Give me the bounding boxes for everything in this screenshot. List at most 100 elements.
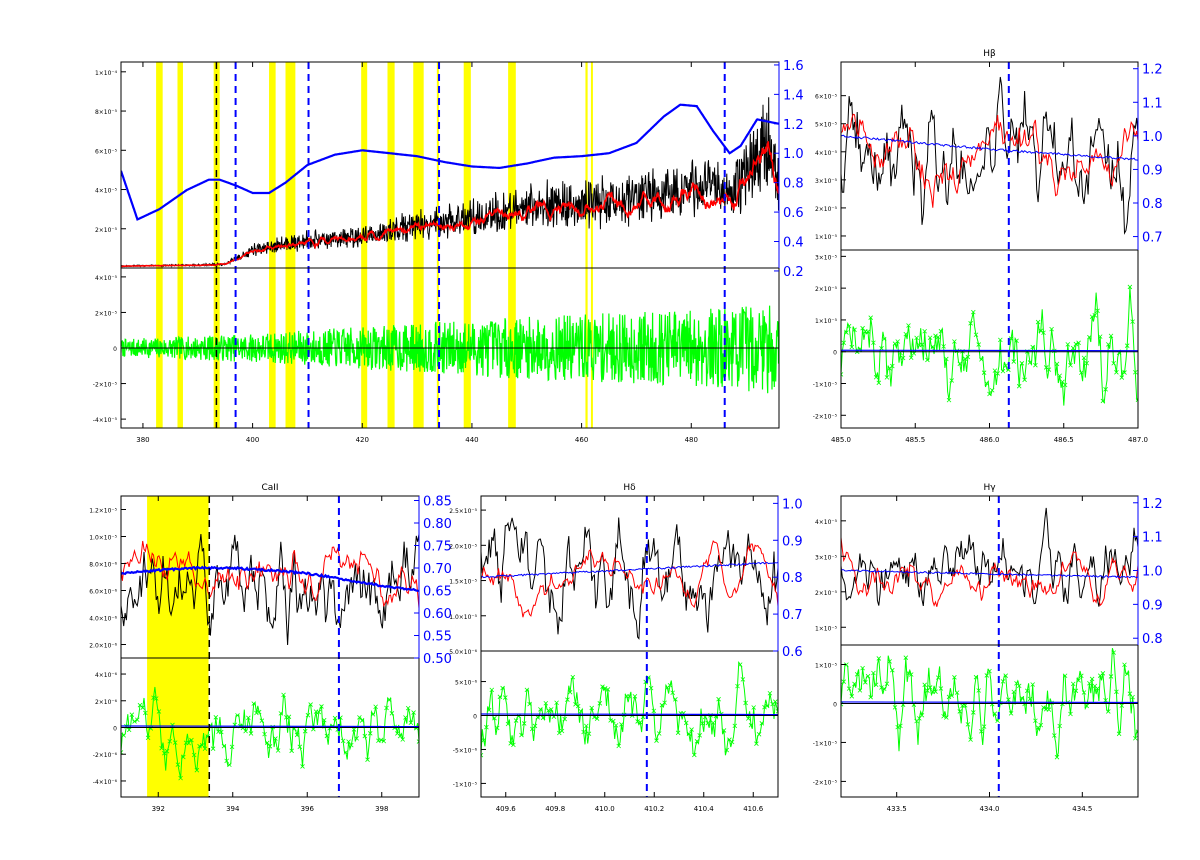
residual-point (584, 723, 589, 729)
residual-point (1030, 682, 1035, 687)
x-tick-label: 380 (136, 436, 149, 444)
residual-point (908, 355, 914, 361)
residual-point (965, 722, 971, 727)
residual-y-tick-label: 0 (473, 714, 477, 721)
residual-point (871, 670, 876, 676)
residual-point (876, 380, 882, 386)
residual-point (589, 705, 594, 711)
bottom-frame (480, 650, 779, 798)
right-y-tick-label: 0.80 (423, 517, 452, 532)
residual-point (922, 682, 927, 688)
residual-y-tick-label: 0 (833, 701, 837, 708)
residual-point (1022, 377, 1027, 383)
panel-title: Hβ (983, 49, 996, 59)
residual-point (575, 703, 581, 709)
residual-point (408, 720, 414, 726)
residual-point (1062, 382, 1068, 388)
residual-point (1073, 341, 1079, 347)
y-tick-label: 2.5×10⁻⁵ (449, 508, 477, 515)
model-spectrum (121, 141, 779, 268)
residual-point (1133, 735, 1138, 741)
y-tick-label: 4.0×10⁻⁶ (89, 616, 117, 623)
residual-point (1116, 731, 1122, 737)
residual-point (405, 705, 411, 711)
residual-point (1011, 359, 1017, 364)
residual-point (121, 733, 126, 738)
residual-point (403, 715, 408, 720)
residual-point (1003, 673, 1008, 678)
residual-y-tick-label: 1×10⁻⁵ (815, 318, 838, 325)
residual-point (370, 712, 376, 717)
right-y-tick-label: 1.0 (783, 147, 804, 162)
residual-point (1114, 689, 1119, 695)
y-tick-label: 3×10⁻⁵ (815, 554, 838, 561)
right-y-tick-label: 0.8 (1142, 197, 1163, 212)
residual-point (852, 681, 857, 687)
right-y-tick-label: 1.0 (782, 497, 803, 512)
residual-point (578, 708, 584, 714)
residual-point (611, 718, 616, 724)
residual-point (265, 740, 270, 746)
residual-point (965, 354, 971, 360)
plot-area (121, 62, 779, 428)
y-tick-label: 1×10⁻⁵ (815, 234, 838, 241)
residual-point (957, 361, 963, 367)
plot-area (841, 62, 1138, 428)
residual-point (860, 325, 865, 331)
residual-mean-line (481, 713, 778, 716)
residual-y-tick-label: -4×10⁻⁶ (93, 779, 118, 786)
residual-point (156, 709, 162, 714)
model-spectrum (841, 113, 1138, 208)
residual-point (654, 738, 659, 743)
residual-point (895, 724, 900, 730)
residual-point (952, 675, 957, 680)
right-y-tick-label: 0.8 (783, 177, 804, 192)
residual-point (890, 363, 895, 369)
right-y-tick-label: 0.8 (1142, 632, 1163, 647)
residual-point (546, 708, 551, 713)
right-y-tick-label: 0.70 (423, 562, 452, 577)
residual-point (167, 738, 173, 744)
x-tick-label: 410.0 (595, 805, 615, 813)
right-y-tick-label: 0.75 (423, 540, 452, 555)
residual-point (540, 715, 546, 721)
residual-point (729, 739, 735, 745)
residual-point (762, 704, 767, 710)
residual-point (367, 731, 373, 736)
residual-point (513, 718, 519, 723)
residual-point (1114, 370, 1119, 375)
residual-point (159, 745, 164, 751)
residual-point (246, 715, 251, 721)
residual-point (1127, 284, 1133, 290)
residual-point (597, 701, 603, 706)
residual-point (416, 739, 419, 744)
residual-point (873, 374, 879, 380)
residual-point (411, 710, 416, 715)
residual-y-tick-label: 4×10⁻⁵ (95, 275, 118, 282)
residual-point (1135, 729, 1138, 734)
mask-band (269, 62, 276, 428)
residual-point (194, 767, 200, 773)
residual-point (1084, 703, 1089, 709)
residual-point (121, 750, 124, 755)
residual-point (351, 727, 357, 732)
residual-point (286, 714, 292, 720)
residual-point (933, 689, 938, 694)
residual-point (1095, 308, 1100, 314)
x-tick-label: 409.8 (545, 805, 565, 813)
residual-point (865, 673, 871, 679)
x-tick-label: 392 (152, 805, 165, 813)
residual-point (1081, 355, 1087, 361)
residual-point (1006, 697, 1011, 702)
residual-series (481, 660, 778, 757)
residual-point (300, 764, 305, 769)
residual-y-tick-label: 5×10⁻⁶ (455, 680, 478, 687)
residual-point (767, 690, 773, 696)
residual-point (879, 346, 884, 351)
residual-point (489, 687, 495, 693)
residual-point (683, 720, 689, 726)
residual-point (946, 397, 952, 403)
residual-point (511, 742, 516, 748)
plot-area (121, 496, 419, 797)
residual-point (1079, 673, 1084, 679)
